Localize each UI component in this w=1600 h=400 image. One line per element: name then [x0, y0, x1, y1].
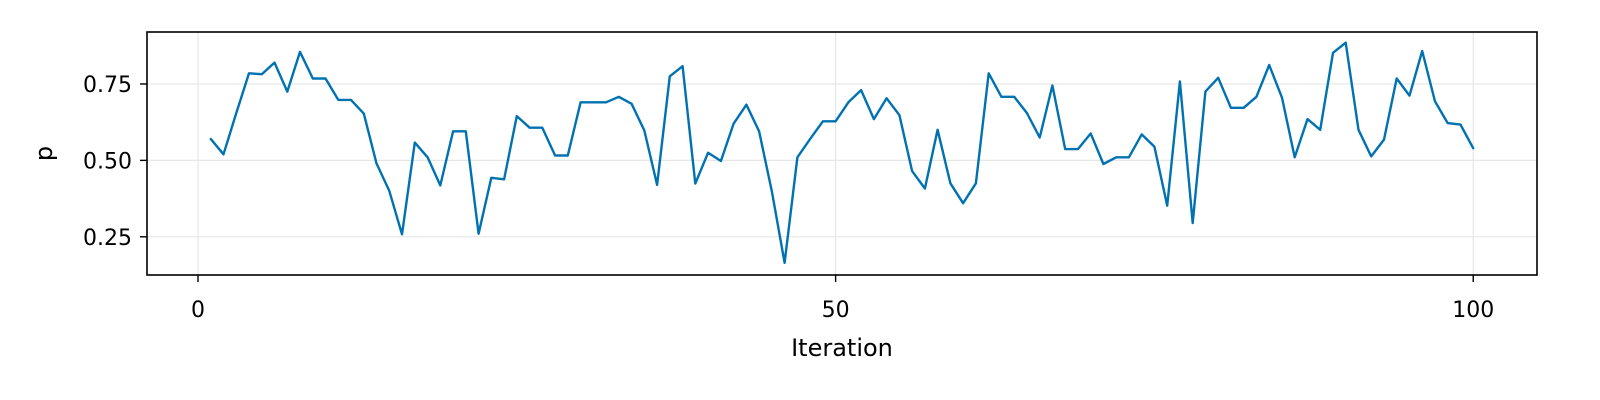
x-tick-label: 50 — [822, 298, 850, 323]
series-layer — [209, 41, 1475, 264]
series-line — [209, 41, 1475, 264]
plot-frame — [146, 31, 1538, 276]
y-axis-label: p — [30, 146, 58, 161]
grid — [147, 32, 1537, 275]
x-tick-label: 0 — [191, 298, 205, 323]
y-tick-label: 0.75 — [83, 73, 132, 98]
y-tick-label: 0.25 — [83, 226, 132, 251]
axis-ticks: 0 50 100 0.25 0.50 0.75 — [83, 73, 1494, 323]
y-tick-label: 0.50 — [83, 149, 132, 174]
x-axis-label: Iteration — [791, 334, 893, 362]
x-tick-label: 100 — [1452, 298, 1494, 323]
